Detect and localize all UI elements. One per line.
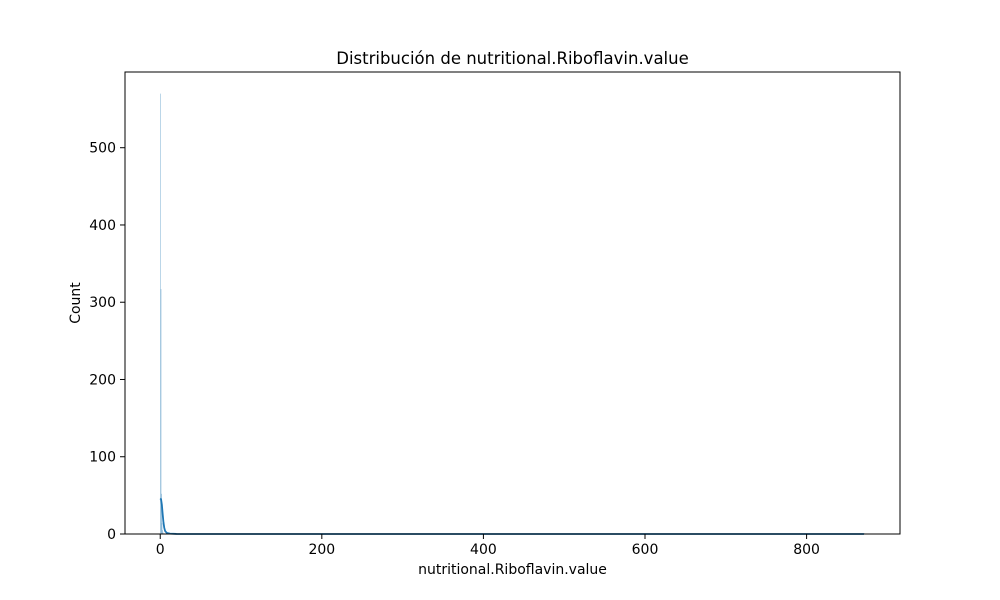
y-tick-label: 0 <box>107 527 116 543</box>
x-tick-label: 600 <box>632 542 659 558</box>
histogram-bar <box>160 93 161 534</box>
histogram-bar <box>161 493 162 534</box>
y-tick-label: 300 <box>89 295 116 311</box>
x-tick-label: 0 <box>156 542 165 558</box>
plot-area-frame <box>124 71 901 535</box>
y-tick-label: 200 <box>89 372 116 388</box>
y-axis-label: Count <box>68 282 84 324</box>
y-tick-label: 500 <box>89 141 116 157</box>
histogram-bar <box>161 523 163 534</box>
histogram-bar <box>162 530 163 534</box>
y-tick-label: 100 <box>89 450 116 466</box>
x-tick-label: 400 <box>470 542 497 558</box>
y-axis-ticks: 0 100 200 300 400 500 <box>89 141 125 543</box>
y-tick-label: 400 <box>89 218 116 234</box>
x-tick-label: 800 <box>793 542 820 558</box>
histogram-bar <box>160 289 162 534</box>
x-axis-label: nutritional.Riboflavin.value <box>418 562 607 578</box>
x-axis-ticks: 0 200 400 600 800 <box>156 534 820 558</box>
histogram-bar <box>162 532 164 534</box>
x-tick-label: 200 <box>308 542 335 558</box>
chart-title: Distribución de nutritional.Riboflavin.v… <box>336 49 689 68</box>
